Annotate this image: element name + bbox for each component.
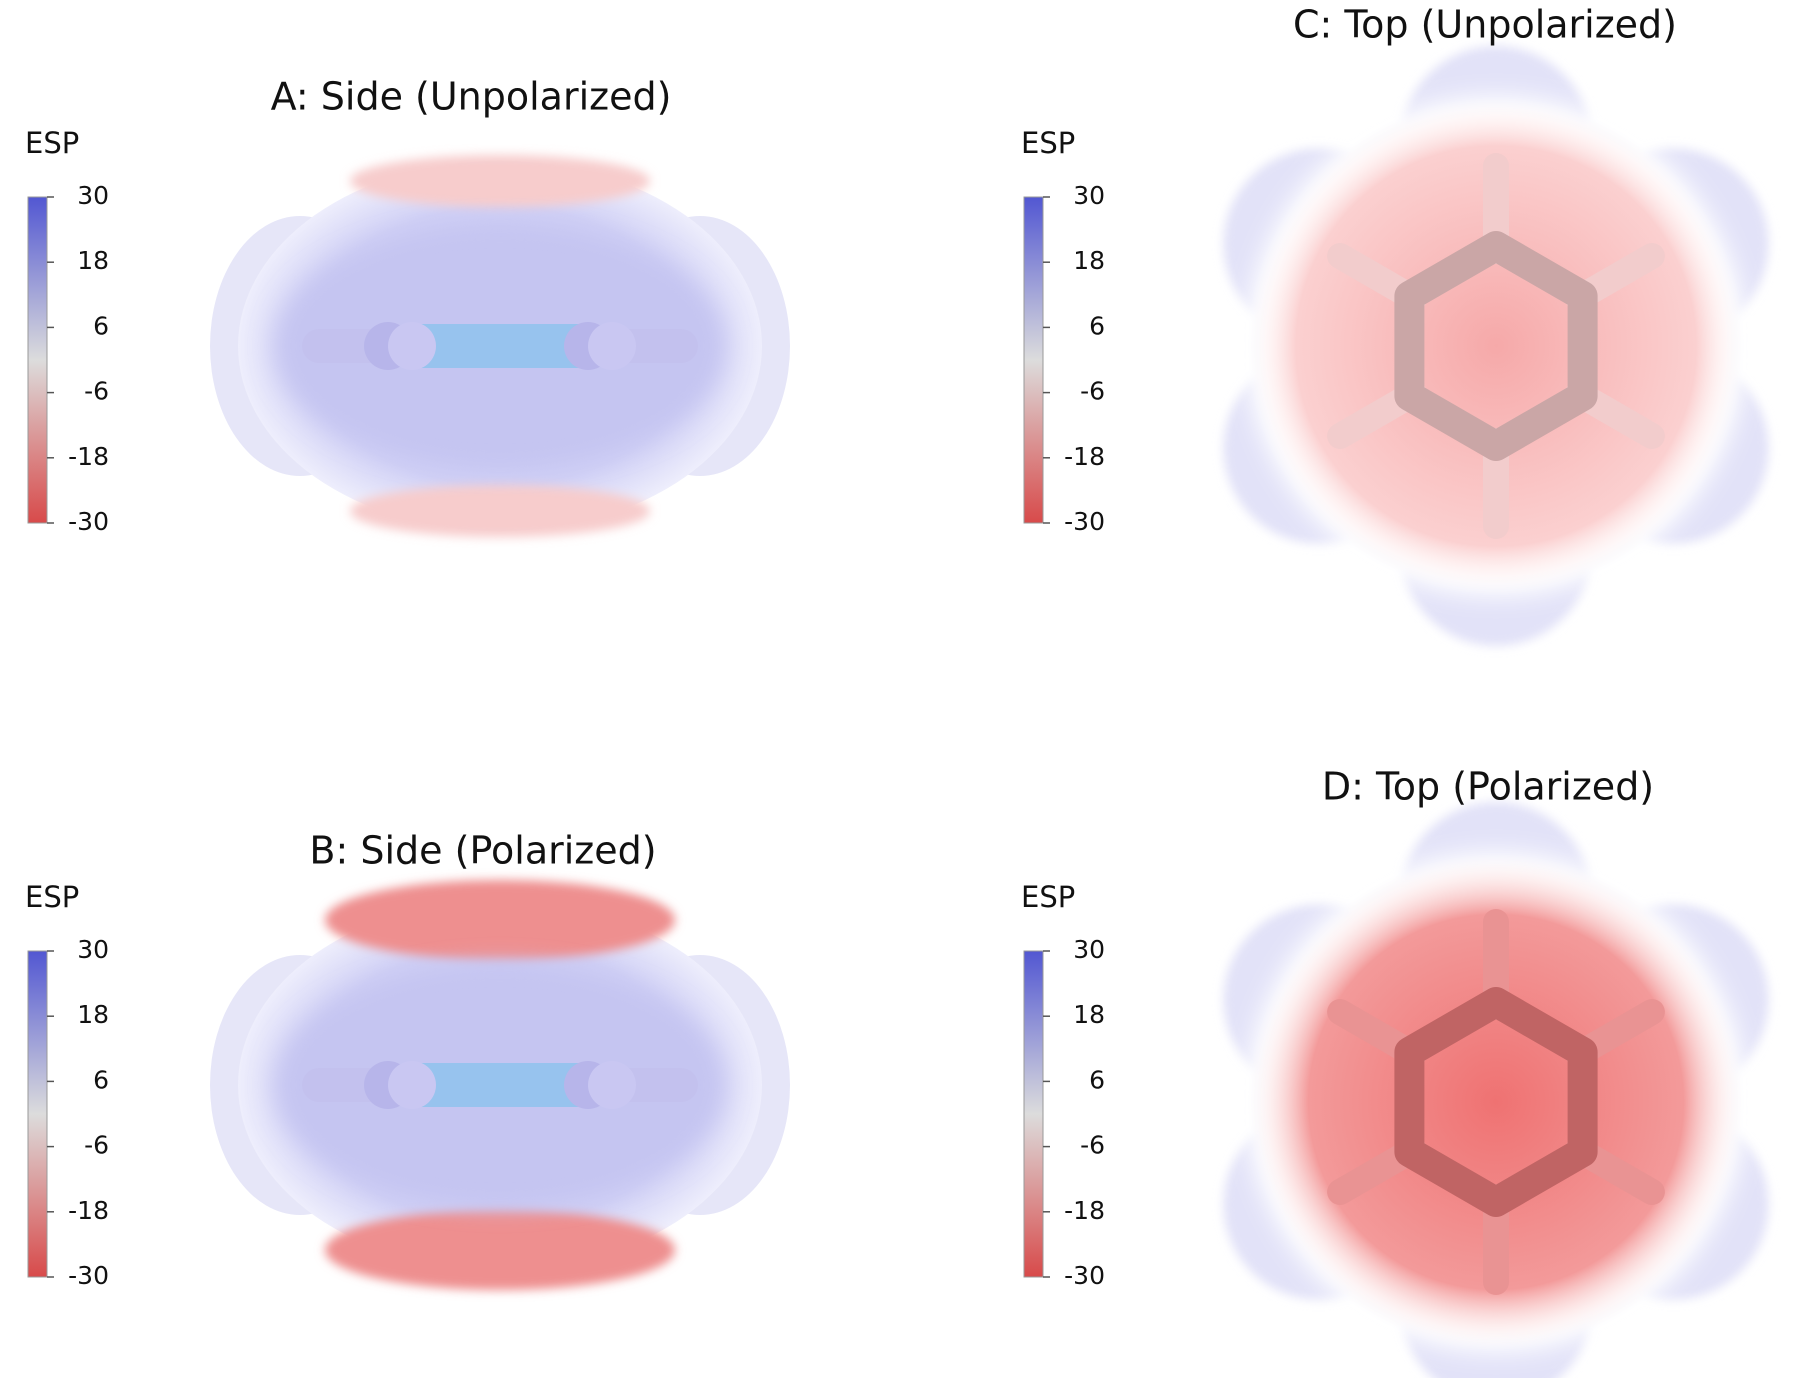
- colorbar: [1023, 950, 1044, 1278]
- colorbar-tick-label: 18: [1073, 246, 1105, 275]
- panel: D: Top (Polarized) ESP 30 18 6 -6 -18 -30: [1021, 765, 1769, 1378]
- negative-region: [325, 1210, 675, 1290]
- colorbar-label: ESP: [1021, 126, 1075, 160]
- colorbar-tick-label: -6: [1080, 377, 1105, 406]
- negative-region: [1246, 852, 1746, 1352]
- negative-region: [325, 880, 675, 960]
- colorbar: [27, 950, 48, 1278]
- negative-region: [1246, 96, 1746, 596]
- colorbar-tick-label: -18: [1064, 442, 1105, 471]
- negative-region: [350, 485, 650, 537]
- colorbar-tick-label: -18: [68, 442, 109, 471]
- colorbar-tick-label: -6: [84, 377, 109, 406]
- panel-title: B: Side (Polarized): [309, 829, 656, 873]
- colorbar-tick-label: 6: [1089, 311, 1105, 340]
- colorbar: [27, 196, 48, 524]
- c-ring-rod: [410, 324, 590, 368]
- colorbar-tick-label: 18: [77, 1000, 109, 1029]
- colorbar-tick-label: 6: [93, 1065, 109, 1094]
- colorbar-label: ESP: [25, 126, 79, 160]
- colorbar-tick-label: 6: [1089, 1065, 1105, 1094]
- colorbar-tick-label: 30: [1073, 181, 1105, 210]
- colorbar-tick-label: -30: [1064, 1261, 1105, 1290]
- colorbar-tick-label: -30: [1064, 507, 1105, 536]
- colorbar-tick-label: -30: [68, 1261, 109, 1290]
- colorbar-tick-label: 6: [93, 311, 109, 340]
- colorbar-tick-label: 18: [77, 246, 109, 275]
- colorbar-tick-label: -30: [68, 507, 109, 536]
- panel-title: C: Top (Unpolarized): [1293, 3, 1677, 47]
- atom: [588, 1061, 636, 1109]
- panel-title: D: Top (Polarized): [1322, 765, 1654, 809]
- colorbar-tick-label: -18: [1064, 1196, 1105, 1225]
- c-ring: [1394, 987, 1598, 1217]
- colorbar-tick-label: 18: [1073, 1000, 1105, 1029]
- colorbar-label: ESP: [25, 880, 79, 914]
- panel: A: Side (Unpolarized) ESP 30 18 6 -6 -18 -30: [25, 75, 790, 537]
- colorbar: [1023, 196, 1044, 524]
- atom: [588, 322, 636, 370]
- colorbar-tick-label: -6: [84, 1131, 109, 1160]
- colorbar-tick-label: -6: [1080, 1131, 1105, 1160]
- colorbar-tick-label: 30: [77, 181, 109, 210]
- c-ring-rod: [410, 1063, 590, 1107]
- c-ring: [1394, 231, 1598, 461]
- colorbar-label: ESP: [1021, 880, 1075, 914]
- panel-title: A: Side (Unpolarized): [271, 75, 672, 119]
- panel: C: Top (Unpolarized) ESP 30 18 6 -6 -18 -30: [1021, 3, 1769, 646]
- negative-region: [350, 155, 650, 207]
- colorbar-tick-label: -18: [68, 1196, 109, 1225]
- panel: B: Side (Polarized) ESP 30 18 6 -6 -18 -30: [25, 829, 790, 1290]
- colorbar-tick-label: 30: [1073, 935, 1105, 964]
- atom: [388, 322, 436, 370]
- colorbar-tick-label: 30: [77, 935, 109, 964]
- atom: [388, 1061, 436, 1109]
